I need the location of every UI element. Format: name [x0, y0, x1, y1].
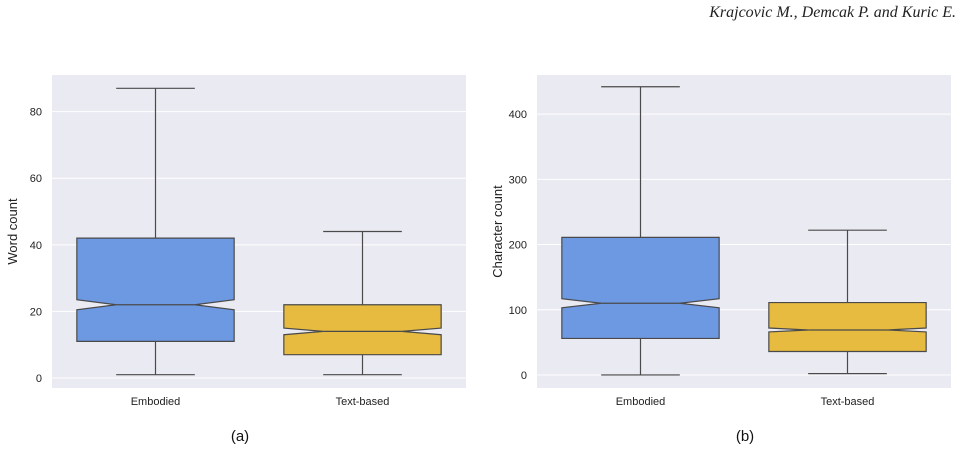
- y-tick-label: 40: [30, 240, 42, 252]
- y-tick-label: 300: [509, 174, 527, 186]
- y-tick-label: 80: [30, 107, 42, 119]
- box-embodied: [561, 86, 720, 376]
- y-tick-label: 400: [509, 109, 527, 121]
- y-tick-label: 0: [521, 370, 527, 382]
- y-tick-label: 20: [30, 306, 42, 318]
- box-body: [561, 236, 720, 340]
- x-tick-label: Text-based: [336, 396, 390, 408]
- y-tick-label: 100: [509, 305, 527, 317]
- figure-caption: (b): [736, 428, 754, 445]
- box-embodied: [76, 87, 235, 376]
- x-tick-label: Embodied: [131, 396, 181, 408]
- y-axis-label: Word count: [5, 198, 20, 265]
- x-tick-label: Text-based: [821, 396, 875, 408]
- x-tick-label: Embodied: [616, 396, 666, 408]
- y-tick-label: 0: [36, 373, 42, 385]
- box-body: [283, 304, 442, 356]
- box-body: [768, 301, 927, 353]
- figure-caption: (a): [231, 428, 249, 445]
- y-tick-label: 60: [30, 173, 42, 185]
- author-header: Krajcovic M., Demcak P. and Kuric E.: [709, 4, 956, 21]
- y-tick-label: 200: [509, 240, 527, 252]
- chart-panel-2: 0 100 200 300 400 Embodied Text-based Character…: [490, 75, 951, 445]
- box-body: [76, 237, 235, 342]
- chart-panel-1: 0 20 40 60 80 Embodied Text-based Word count (a): [5, 75, 466, 445]
- box-text-based: [283, 230, 442, 376]
- box-text-based: [768, 229, 927, 375]
- y-axis-label: Character count: [490, 185, 505, 278]
